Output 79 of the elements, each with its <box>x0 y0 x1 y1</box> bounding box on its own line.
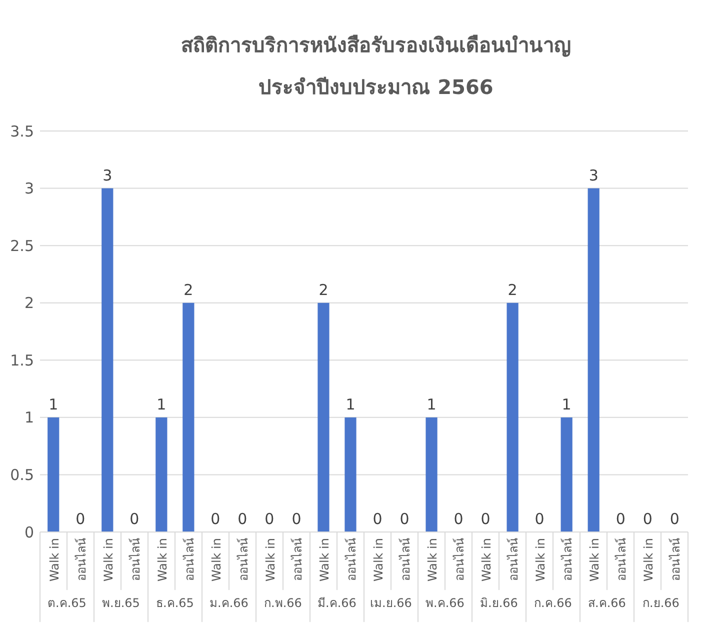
x-tick-label: Walk in <box>264 538 278 582</box>
y-tick-label: 1.5 <box>10 351 34 370</box>
bar <box>48 417 60 532</box>
x-tick-label: Walk in <box>156 538 170 582</box>
x-tick-label: Walk in <box>642 538 656 582</box>
x-tick-label: Walk in <box>210 538 224 582</box>
x-tick-label: Walk in <box>480 538 494 582</box>
x-tick-label: Walk in <box>588 538 602 582</box>
text: เม.ย.66 <box>370 596 412 610</box>
y-tick-label: 0.5 <box>10 466 34 484</box>
text: ก.พ.66 <box>264 596 302 610</box>
x-tick-label: ออนไลน์ <box>452 538 466 581</box>
data-label: 0 <box>642 510 652 528</box>
y-tick-label: 2.5 <box>10 236 34 255</box>
bar <box>182 302 194 532</box>
data-label: 3 <box>588 166 598 184</box>
chart-title: สถิติการบริการหนังสือรับรองเงินเดือนบำนาญ ประจำปีงบประมาณ 2566 <box>181 33 571 99</box>
data-label: 0 <box>264 510 274 528</box>
text: มี.ค.66 <box>318 596 356 610</box>
text: พ.ค.66 <box>426 596 464 610</box>
text: มิ.ย.66 <box>480 596 518 610</box>
x-tick-label: ออนไลน์ <box>182 538 196 581</box>
x-tick-label: ออนไลน์ <box>290 538 304 581</box>
text: ก.ค.66 <box>534 596 572 610</box>
x-tick-label: Walk in <box>534 538 548 582</box>
data-label: 2 <box>318 280 328 299</box>
bar <box>560 417 572 532</box>
x-tick-label: Walk in <box>426 538 440 582</box>
data-label: 1 <box>562 395 572 414</box>
y-tick-label: 3.5 <box>10 122 34 140</box>
bar <box>588 188 600 532</box>
x-tick-label: Walk in <box>372 538 386 582</box>
bar <box>344 417 356 532</box>
text: พ.ย.65 <box>102 596 140 610</box>
x-tick-label: Walk in <box>102 538 116 582</box>
x-tick-label: ออนไลน์ <box>668 538 682 581</box>
data-label: 0 <box>480 510 490 528</box>
y-tick-label: 2 <box>24 294 34 312</box>
data-label: 0 <box>454 510 464 528</box>
text: ม.ค.66 <box>210 596 248 610</box>
data-label: 0 <box>534 510 544 528</box>
text: ธ.ค.65 <box>156 596 194 610</box>
data-label: 0 <box>210 510 220 528</box>
data-label: 2 <box>184 280 194 299</box>
x-tick-label: ออนไลน์ <box>506 538 520 581</box>
text: ต.ค.65 <box>48 596 86 610</box>
x-tick-label: ออนไลน์ <box>74 538 88 581</box>
data-label: 0 <box>292 510 302 528</box>
x-tick-label: Walk in <box>48 538 62 582</box>
data-label: 0 <box>616 510 626 528</box>
data-label: 0 <box>400 510 410 528</box>
data-label: 2 <box>508 280 518 299</box>
bar <box>102 188 114 532</box>
x-tick-label: ออนไลน์ <box>560 538 574 581</box>
x-tick-label: ออนไลน์ <box>398 538 412 581</box>
text: ก.ย.66 <box>642 596 680 610</box>
y-tick-label: 3 <box>24 180 34 198</box>
bar <box>318 302 330 532</box>
text: ส.ค.66 <box>588 596 626 610</box>
data-label: 0 <box>670 510 680 528</box>
bar <box>426 417 438 532</box>
data-label: 0 <box>130 510 140 528</box>
data-label: 0 <box>76 510 86 528</box>
bar <box>506 302 518 532</box>
y-tick-label: 0 <box>24 523 34 542</box>
x-tick-label: ออนไลน์ <box>128 538 142 581</box>
data-label: 3 <box>102 166 112 184</box>
x-tick-label: ออนไลน์ <box>236 538 250 581</box>
data-label: 1 <box>426 395 436 414</box>
x-tick-label: ออนไลน์ <box>344 538 358 581</box>
data-label: 1 <box>346 395 356 414</box>
data-label: 0 <box>372 510 382 528</box>
data-label: 0 <box>238 510 248 528</box>
x-tick-label: Walk in <box>318 538 332 582</box>
bar <box>156 417 168 532</box>
y-tick-label: 1 <box>24 408 34 427</box>
data-label: 1 <box>156 395 166 414</box>
data-label: 1 <box>48 395 58 414</box>
x-tick-label: ออนไลน์ <box>614 538 628 581</box>
